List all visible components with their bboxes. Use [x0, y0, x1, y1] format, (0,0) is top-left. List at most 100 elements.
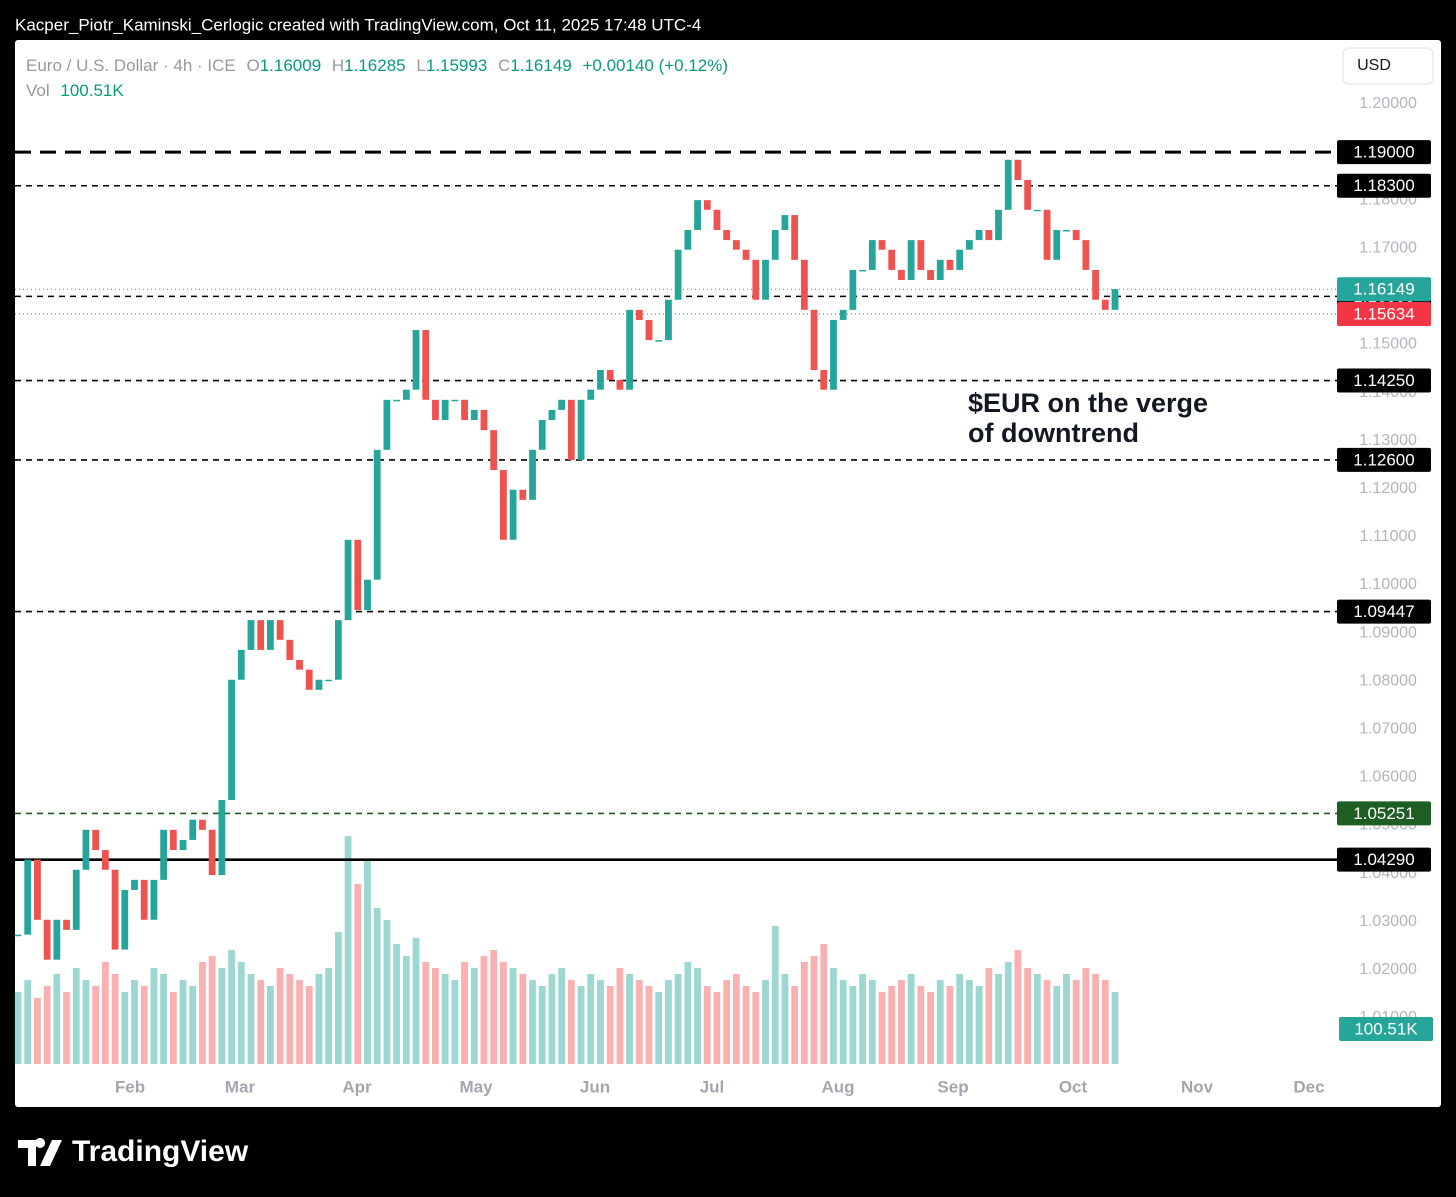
volume-bar — [1072, 980, 1080, 1064]
candle — [1043, 209, 1051, 260]
candle — [849, 269, 857, 310]
volume-marker-label: 100.51K — [1354, 1019, 1418, 1038]
candle — [364, 579, 371, 610]
candle — [1024, 179, 1032, 210]
y-tick-label: 1.15000 — [1359, 336, 1417, 353]
volume-bar — [1024, 968, 1032, 1064]
volume-bar — [820, 944, 828, 1064]
candle — [257, 620, 265, 650]
volume-bar — [548, 974, 556, 1064]
candle — [451, 399, 459, 402]
candle — [587, 389, 595, 400]
candle — [315, 679, 323, 690]
volume-bar — [296, 980, 303, 1064]
candle — [92, 829, 100, 851]
volume-bar — [470, 968, 478, 1064]
c-label: C — [498, 56, 510, 75]
candle — [470, 409, 478, 420]
candle — [791, 215, 799, 260]
annotation: $EUR on the verge — [968, 388, 1208, 418]
volume-bar — [150, 968, 158, 1064]
y-tick-label: 1.09000 — [1359, 624, 1417, 641]
volume-bar — [169, 992, 177, 1064]
y-tick-label: 1.10000 — [1359, 576, 1417, 593]
open: 1.16009 — [260, 56, 321, 75]
candle — [72, 869, 80, 930]
candle — [985, 230, 993, 241]
volume-bar — [393, 944, 401, 1064]
volume-bar — [276, 968, 284, 1064]
candle — [1063, 230, 1070, 232]
candle — [354, 539, 362, 610]
volume-bar — [14, 992, 22, 1064]
volume-bar — [626, 974, 633, 1064]
volume-bar — [665, 980, 672, 1064]
volume-bar — [810, 956, 818, 1064]
volume-bar — [791, 986, 799, 1064]
volume-bar — [859, 974, 866, 1064]
candle — [422, 330, 430, 400]
candle — [393, 399, 401, 402]
candle — [936, 259, 944, 281]
volume-bar — [480, 956, 488, 1064]
volume-bar — [1053, 986, 1061, 1064]
candle — [131, 879, 138, 890]
candle — [82, 829, 90, 870]
candle — [684, 230, 692, 250]
candle — [898, 269, 905, 281]
volume-bar — [655, 992, 663, 1064]
volume-bar — [131, 980, 138, 1064]
candle — [1033, 209, 1041, 212]
candle — [742, 249, 750, 260]
candle — [63, 919, 70, 930]
low: 1.15993 — [426, 56, 487, 75]
candle — [150, 879, 158, 920]
o-label: O — [246, 56, 259, 75]
candle — [917, 240, 925, 270]
y-tick-label: 1.12000 — [1359, 480, 1417, 497]
candle — [1053, 230, 1061, 260]
volume-bar — [334, 932, 342, 1064]
x-tick-label: Feb — [115, 1077, 145, 1096]
legend: Euro / U.S. Dollar · 4h · ICE O1.16009 H… — [26, 56, 728, 75]
y-tick-label: 1.06000 — [1359, 769, 1417, 786]
candle — [43, 919, 51, 960]
volume-bar — [402, 956, 410, 1064]
plot: 1.200001.190001.180001.170001.160001.150… — [14, 95, 1433, 1096]
volume-bar — [53, 974, 61, 1064]
x-tick-label: May — [459, 1077, 493, 1096]
x-tick-label: Oct — [1059, 1077, 1088, 1096]
currency-label[interactable]: USD — [1357, 57, 1391, 74]
candle — [276, 620, 284, 640]
y-tick-label: 1.07000 — [1359, 721, 1417, 738]
volume-bar — [286, 974, 294, 1064]
vol-label: Vol — [26, 81, 50, 100]
volume-bar — [694, 968, 701, 1064]
volume-bar — [771, 926, 779, 1064]
candle — [509, 489, 517, 540]
volume-bar — [1082, 968, 1090, 1064]
volume-bar — [305, 986, 313, 1064]
volume-bar — [849, 986, 857, 1064]
x-tick-label: Jul — [700, 1077, 725, 1096]
volume-bar — [422, 962, 430, 1064]
volume-bar — [567, 980, 575, 1064]
level-box — [1337, 447, 1431, 472]
volume-bar — [101, 962, 109, 1064]
currency-button[interactable] — [1342, 47, 1434, 85]
price-marker-label: 1.16149 — [1353, 280, 1414, 299]
volume-bar — [257, 980, 265, 1064]
volume-bar — [82, 980, 90, 1064]
candle — [1014, 159, 1022, 180]
volume-bar — [558, 968, 566, 1064]
volume-bar — [1004, 962, 1012, 1064]
candle — [606, 369, 614, 381]
level-label: 1.04290 — [1353, 850, 1414, 869]
high: 1.16285 — [344, 56, 405, 75]
candle — [53, 919, 61, 960]
candle — [189, 819, 197, 840]
price-marker-box — [1337, 301, 1431, 326]
volume-bar — [519, 974, 527, 1064]
